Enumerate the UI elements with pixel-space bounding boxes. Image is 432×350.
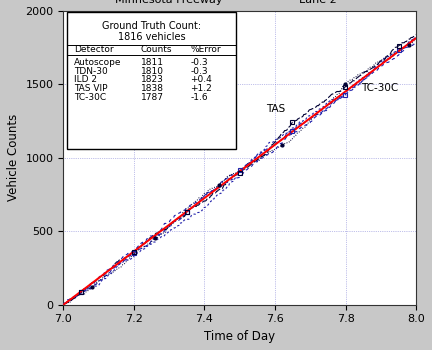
Text: -1.6: -1.6: [191, 93, 208, 102]
Text: TAS VIP: TAS VIP: [74, 84, 108, 93]
Text: Detector: Detector: [74, 46, 114, 54]
Text: 1823: 1823: [141, 76, 164, 84]
Text: Lane 2: Lane 2: [299, 0, 336, 5]
X-axis label: Time of Day: Time of Day: [204, 330, 275, 343]
Text: 1838: 1838: [141, 84, 164, 93]
Text: -0.3: -0.3: [191, 67, 208, 76]
Text: 1810: 1810: [141, 67, 164, 76]
Text: TC-30C: TC-30C: [362, 83, 399, 93]
Text: Ground Truth Count:: Ground Truth Count:: [102, 21, 201, 31]
Text: TC-30C: TC-30C: [74, 93, 106, 102]
Text: +1.2: +1.2: [191, 84, 212, 93]
Text: 1787: 1787: [141, 93, 164, 102]
Text: TDN-30: TDN-30: [74, 67, 108, 76]
Text: TAS: TAS: [266, 104, 286, 114]
Text: +0.4: +0.4: [191, 76, 212, 84]
Text: Autoscope: Autoscope: [74, 58, 121, 67]
Bar: [67, 12, 236, 149]
Text: 1816 vehicles: 1816 vehicles: [118, 33, 185, 42]
Text: Counts: Counts: [141, 46, 172, 54]
Text: Minnesota Freeway: Minnesota Freeway: [115, 0, 223, 5]
Y-axis label: Vehicle Counts: Vehicle Counts: [7, 114, 20, 202]
Text: -0.3: -0.3: [191, 58, 208, 67]
Text: 1811: 1811: [141, 58, 164, 67]
Text: ILD 2: ILD 2: [74, 76, 97, 84]
Text: %Error: %Error: [191, 46, 221, 54]
